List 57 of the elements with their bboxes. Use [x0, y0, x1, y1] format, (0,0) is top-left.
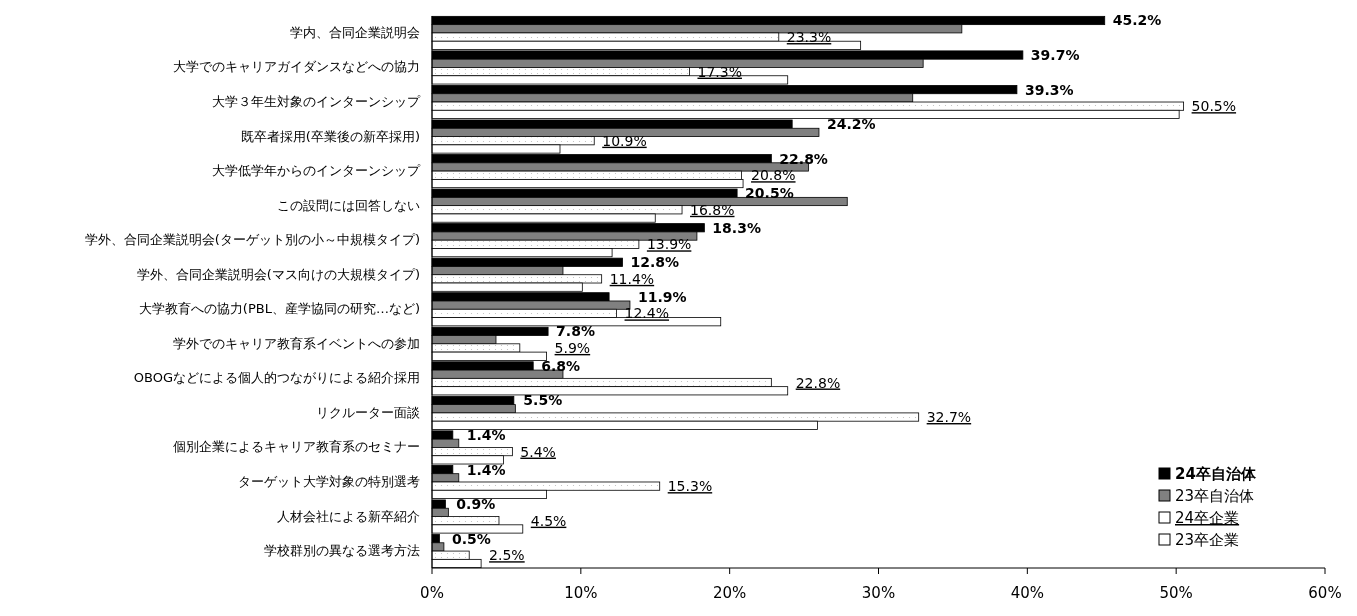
- legend-label: 23卒企業: [1175, 531, 1240, 549]
- y-tick-label: 大学教育への協力(PBL、産学協同の研究…など): [138, 301, 420, 317]
- legend-label: 24卒企業: [1175, 509, 1240, 527]
- data-label: 22.8%: [795, 374, 841, 391]
- y-tick-label: 学校群別の異なる選考方法: [264, 543, 420, 559]
- x-tick-label: 50%: [1159, 584, 1193, 602]
- y-tick-label: 学外、合同企業説明会(ターゲット別の小～中規模タイプ): [84, 232, 420, 248]
- data-label: 11.4%: [609, 270, 655, 287]
- data-label: 50.5%: [1191, 98, 1237, 115]
- x-tick-label: 60%: [1308, 584, 1342, 602]
- data-label: 7.8%: [556, 323, 595, 340]
- data-label: 20.8%: [751, 167, 796, 184]
- y-tick-label: ターゲット大学対象の特別選考: [238, 473, 420, 489]
- x-tick-label: 30%: [861, 584, 896, 602]
- y-tick-label: 大学低学年からのインターンシップ: [212, 163, 421, 179]
- legend-label: 23卒自治体: [1175, 487, 1255, 505]
- data-label: 32.7%: [926, 409, 972, 426]
- x-tick-label: 10%: [564, 584, 598, 602]
- data-label: 13.9%: [646, 236, 692, 253]
- y-tick-label: 人材会社による新卒紹介: [277, 508, 420, 524]
- data-label: 5.4%: [520, 443, 556, 460]
- data-label: 5.5%: [523, 392, 563, 409]
- x-tick-label: 20%: [712, 584, 747, 602]
- x-tick-label: 0%: [420, 584, 444, 602]
- data-label: 18.3%: [712, 219, 761, 236]
- data-label: 0.5%: [451, 530, 491, 547]
- data-label: 39.3%: [1024, 81, 1074, 98]
- y-tick-label: この設問には回答しない: [277, 197, 420, 213]
- data-label: 5.9%: [554, 339, 591, 356]
- y-tick-label: 既卒者採用(卒業後の新卒採用): [240, 128, 420, 144]
- data-label: 1.4%: [466, 461, 506, 478]
- data-label: 12.8%: [630, 254, 680, 271]
- y-tick-label: OBOGなどによる個人的つながりによる紹介採用: [133, 370, 420, 386]
- x-tick-label: 40%: [1010, 584, 1045, 602]
- y-tick-label: リクルーター面談: [316, 404, 420, 420]
- y-tick-label: 個別企業によるキャリア教育系のセミナー: [173, 439, 420, 455]
- y-tick-label: 大学でのキャリアガイダンスなどへの協力: [173, 59, 420, 75]
- data-label: 39.7%: [1030, 47, 1080, 64]
- data-label: 2.5%: [489, 547, 525, 564]
- y-tick-label: 学外、合同企業説明会(マス向けの大規模タイプ): [136, 266, 420, 282]
- data-label: 10.9%: [602, 132, 647, 149]
- data-label: 24.2%: [826, 116, 876, 133]
- y-tick-label: 学外でのキャリア教育系イベントへの参加: [173, 335, 420, 351]
- y-tick-label: 大学３年生対象のインターンシップ: [212, 94, 421, 110]
- data-label: 0.9%: [456, 496, 496, 513]
- data-label: 23.3%: [786, 29, 832, 46]
- y-tick-label: 学内、合同企業説明会: [290, 24, 420, 40]
- legend-label: 24卒自治体: [1175, 465, 1257, 483]
- data-label: 6.8%: [541, 357, 581, 374]
- data-label: 45.2%: [1112, 12, 1162, 29]
- data-label: 20.5%: [745, 185, 794, 202]
- data-label: 15.3%: [667, 478, 713, 495]
- data-label: 11.9%: [637, 288, 687, 305]
- data-label: 22.8%: [779, 150, 828, 167]
- data-label: 16.8%: [690, 201, 735, 218]
- data-label: 4.5%: [530, 512, 567, 529]
- data-label: 1.4%: [466, 427, 506, 444]
